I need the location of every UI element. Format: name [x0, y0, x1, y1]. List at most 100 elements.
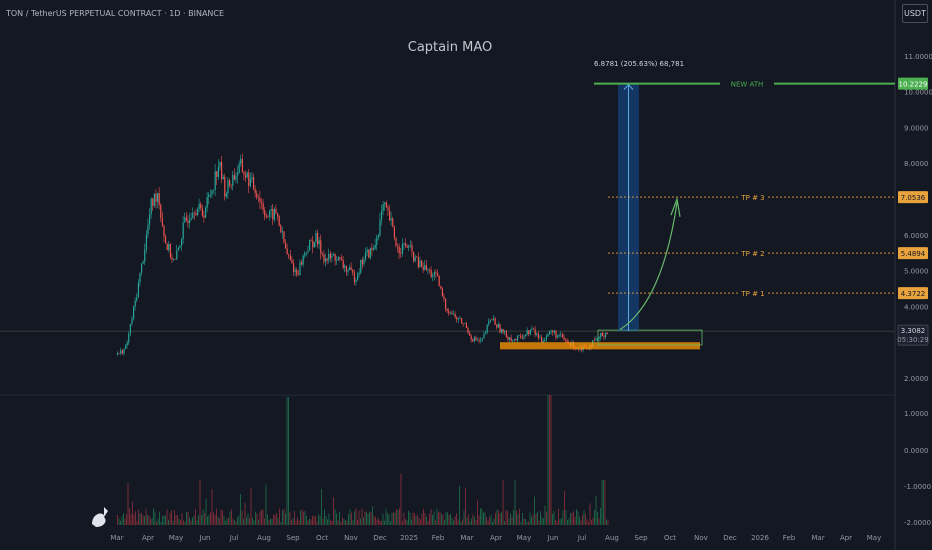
- volume-bar: [262, 509, 264, 525]
- volume-bar: [339, 511, 340, 525]
- volume-bar: [256, 513, 258, 525]
- volume-bar: [253, 520, 255, 525]
- volume-bar: [199, 480, 201, 525]
- candle-body: [387, 207, 389, 211]
- candle-body: [486, 324, 488, 333]
- candle-body: [245, 174, 247, 178]
- candle-body: [264, 210, 266, 217]
- candle-body: [129, 323, 131, 334]
- candle-body: [256, 193, 258, 198]
- volume-bar: [439, 511, 441, 525]
- candle-body: [128, 333, 130, 343]
- volume-bar: [271, 518, 273, 525]
- candle-body: [317, 232, 319, 245]
- candle-body: [405, 243, 407, 247]
- volume-bar: [450, 514, 451, 525]
- candle-body: [161, 217, 163, 226]
- candle-body: [211, 190, 213, 195]
- candle-body: [465, 323, 467, 329]
- volume-bar: [301, 509, 303, 525]
- volume-bar: [198, 515, 199, 525]
- volume-bar: [205, 498, 207, 525]
- candle-body: [313, 242, 315, 248]
- time-tick-label-8: Nov: [344, 534, 358, 542]
- candle-body: [160, 205, 162, 218]
- candle-body: [478, 340, 480, 341]
- candle-body: [422, 266, 424, 270]
- volume-bar: [457, 519, 459, 525]
- volume-bar: [361, 508, 363, 525]
- candle-body: [142, 261, 144, 264]
- volume-bar: [319, 515, 321, 525]
- candle-body: [531, 328, 533, 331]
- volume-bar: [460, 521, 462, 525]
- volume-bar: [438, 512, 439, 525]
- candle-body: [453, 314, 455, 315]
- volume-bar: [193, 515, 195, 525]
- volume-bar: [223, 516, 225, 525]
- candle-body: [177, 247, 179, 251]
- candle-body: [443, 296, 445, 299]
- volume-bar: [126, 514, 127, 525]
- volume-bar: [277, 517, 279, 525]
- volume-bar: [498, 510, 499, 525]
- volume-bar: [567, 519, 568, 525]
- candle-body: [521, 337, 523, 339]
- candle-body: [363, 259, 365, 265]
- candle-body: [137, 282, 139, 297]
- volume-bar: [186, 511, 187, 525]
- candle-body: [251, 177, 253, 180]
- volume-bar: [321, 488, 322, 525]
- volume-bar: [303, 511, 304, 525]
- volume-bar: [574, 516, 576, 525]
- volume-bar: [195, 509, 196, 525]
- volume-bar: [423, 508, 424, 525]
- currency-button[interactable]: USDT: [902, 4, 928, 23]
- candle-body: [547, 334, 549, 337]
- candle-body: [355, 279, 357, 283]
- time-tick-label-14: May: [517, 534, 531, 542]
- price-tick-label-3: 8.0000: [904, 160, 929, 168]
- volume-bar: [327, 519, 328, 525]
- volume-bar: [481, 509, 483, 525]
- volume-bar: [568, 518, 570, 525]
- volume-bar: [474, 516, 475, 525]
- volume-bar: [244, 502, 246, 525]
- volume-bar: [196, 520, 198, 525]
- volume-bar: [160, 521, 162, 525]
- candle-body: [542, 341, 544, 343]
- volume-bar: [429, 513, 430, 525]
- volume-bar: [351, 512, 352, 525]
- candle-body: [549, 331, 551, 335]
- time-tick-label-6: Sep: [286, 534, 300, 542]
- volume-bar: [406, 520, 408, 525]
- candle-body: [595, 338, 597, 341]
- candle-body: [192, 212, 194, 219]
- candle-body: [488, 321, 490, 325]
- volume-bar: [270, 518, 271, 525]
- volume-bar: [516, 510, 517, 525]
- volume-bar: [234, 520, 235, 525]
- candle-body: [293, 263, 295, 272]
- candle-body: [403, 243, 405, 245]
- volume-bar: [132, 501, 133, 525]
- candle-body: [448, 310, 450, 314]
- time-tick-label-13: Apr: [490, 534, 502, 542]
- candle-body: [123, 348, 125, 354]
- candle-body: [483, 333, 485, 339]
- time-tick-label-21: Dec: [723, 534, 737, 542]
- volume-bar: [267, 514, 268, 525]
- volume-bar: [214, 514, 216, 525]
- candle-body: [440, 285, 442, 288]
- volume-bar: [387, 513, 388, 525]
- candle-body: [272, 208, 274, 220]
- volume-bar: [393, 512, 394, 525]
- volume-bar: [385, 508, 387, 525]
- volume-bar: [189, 516, 190, 525]
- volume-bar: [582, 515, 583, 525]
- candle-body: [121, 350, 123, 354]
- symbol-title[interactable]: TON / TetherUS PERPETUAL CONTRACT · 1D ·…: [6, 9, 225, 18]
- volume-bar: [289, 512, 291, 525]
- candle-body: [350, 267, 352, 270]
